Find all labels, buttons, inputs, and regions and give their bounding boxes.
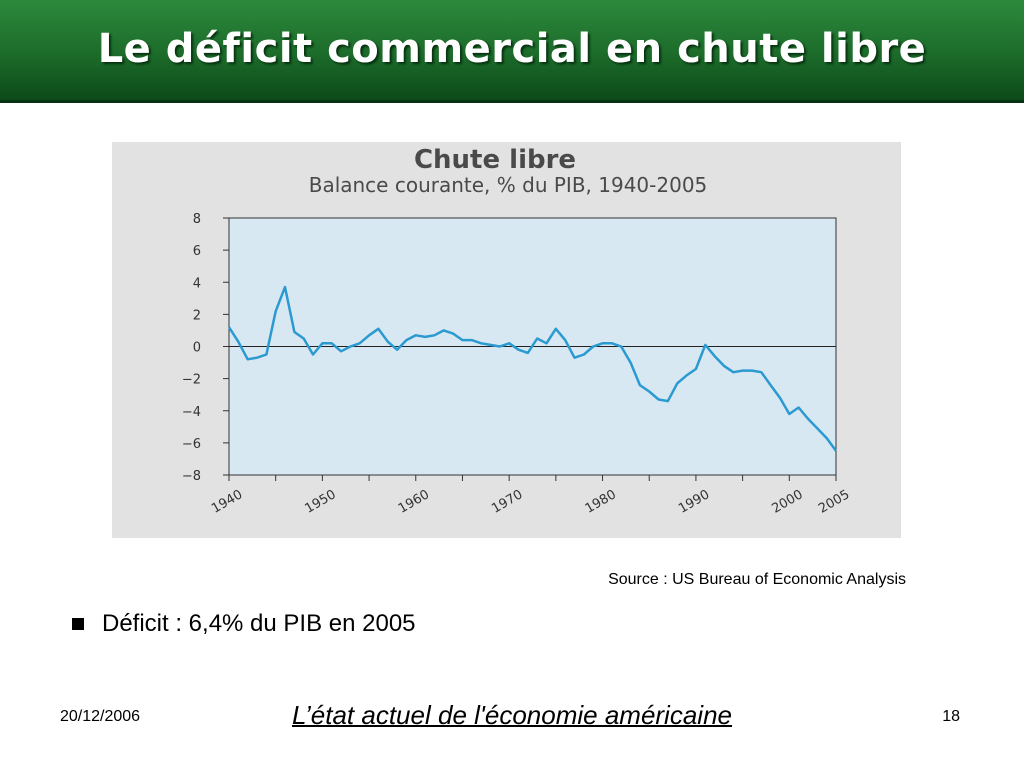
x-tick-label: 2000 — [769, 487, 805, 517]
y-tick-label: −8 — [182, 469, 201, 484]
current-account-chart: Chute libre Balance courante, % du PIB, … — [182, 145, 853, 517]
series-line — [227, 285, 838, 452]
x-tick-label: 1940 — [209, 487, 245, 517]
footer-date: 20/12/2006 — [60, 708, 141, 725]
y-tick-label: 6 — [193, 244, 201, 259]
y-tick-label: 2 — [193, 308, 201, 323]
x-tick-label: 1950 — [303, 487, 339, 517]
bullet-text: Déficit : 6,4% du PIB en 2005 — [102, 610, 416, 637]
slide-title: Le déficit commercial en chute libre — [97, 26, 927, 72]
x-tick-label: 1970 — [489, 487, 525, 517]
x-tick-label: 1990 — [676, 487, 712, 517]
footer-title-wrap: L’état actuel de l'économie américaine — [0, 700, 1024, 731]
y-tick-label: 4 — [193, 276, 201, 291]
y-tick-label: 0 — [193, 341, 201, 356]
x-tick-label: 2005 — [816, 487, 852, 517]
bullet-item: Déficit : 6,4% du PIB en 2005 — [72, 610, 416, 638]
bullet-square-icon — [72, 618, 84, 630]
chart-title: Chute libre — [414, 145, 576, 175]
chart-subtitle: Balance courante, % du PIB, 1940-2005 — [309, 173, 708, 197]
source-note: Source : US Bureau of Economic Analysis — [608, 571, 906, 588]
y-tick-label: −4 — [182, 405, 201, 420]
page-number: 18 — [942, 708, 960, 725]
chart-image: Chute libre Balance courante, % du PIB, … — [112, 142, 901, 538]
x-tick-label: 1980 — [583, 487, 619, 517]
footer-title: L’état actuel de l'économie américaine — [291, 700, 732, 730]
slide-header: Le déficit commercial en chute libre — [0, 0, 1024, 103]
x-tick-label: 1960 — [396, 487, 432, 517]
y-tick-label: −2 — [182, 373, 201, 388]
y-tick-label: −6 — [182, 437, 201, 452]
y-tick-label: 8 — [193, 212, 201, 227]
